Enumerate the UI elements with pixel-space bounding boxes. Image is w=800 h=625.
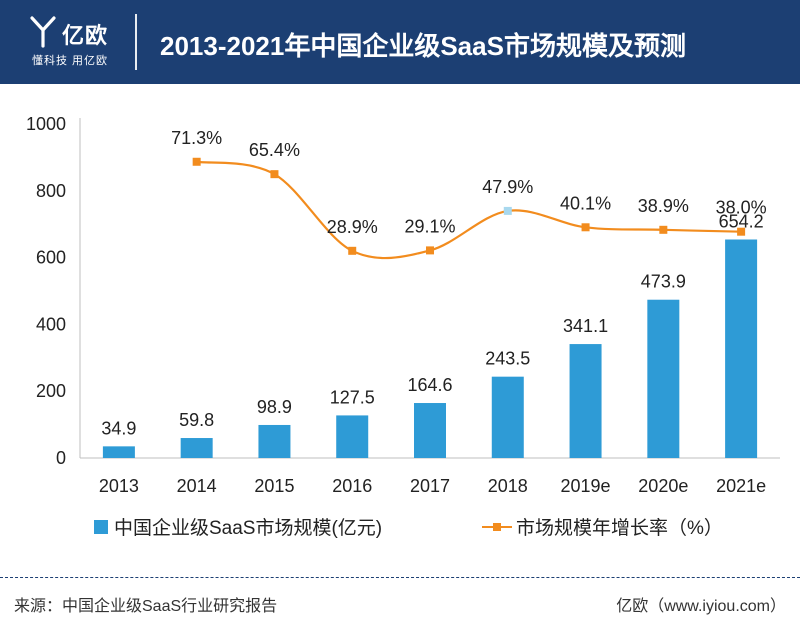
legend-item-bar: 中国企业级SaaS市场规模(亿元) bbox=[94, 513, 382, 540]
growth-marker bbox=[270, 170, 279, 179]
growth-marker bbox=[659, 225, 668, 234]
header-banner: 亿欧 懂科技 用亿欧 2013-2021年中国企业级SaaS市场规模及预测 bbox=[0, 0, 800, 84]
chart-area: 0 200 400 600 800 1000 34.9 2013 59.8 2014 98.9 201… bbox=[0, 84, 800, 564]
growth-line bbox=[196, 160, 742, 260]
growth-marker bbox=[737, 227, 746, 236]
x-tick-label: 2021e bbox=[716, 476, 766, 496]
chart-legend: 中国企业级SaaS市场规模(亿元) 市场规模年增长率（%） bbox=[94, 513, 794, 541]
footer-source: 来源：中国企业级SaaS行业研究报告 bbox=[14, 598, 278, 615]
legend-line-label: 市场规模年增长率（%） bbox=[516, 518, 723, 539]
bar bbox=[647, 299, 680, 458]
growth-marker bbox=[503, 206, 512, 215]
combo-chart: 0 200 400 600 800 1000 34.9 2013 59.8 2014 98.9 201… bbox=[26, 114, 780, 496]
y-tick-label: 200 bbox=[36, 381, 66, 401]
x-tick-label: 2015 bbox=[254, 476, 294, 496]
bar bbox=[180, 438, 213, 458]
growth-value-label: 40.1% bbox=[560, 193, 611, 213]
page-title: 2013-2021年中国企业级SaaS市场规模及预测 bbox=[160, 31, 686, 61]
x-tick-label: 2020e bbox=[638, 476, 688, 496]
legend-line-swatch bbox=[482, 520, 512, 534]
growth-value-label: 28.9% bbox=[327, 217, 378, 237]
bar bbox=[491, 376, 524, 458]
bar-value-label: 164.6 bbox=[407, 375, 452, 395]
bar bbox=[569, 344, 602, 458]
growth-marker bbox=[192, 157, 201, 166]
y-tick-label: 800 bbox=[36, 181, 66, 201]
x-tick-label: 2018 bbox=[488, 476, 528, 496]
growth-value-label: 29.1% bbox=[404, 216, 455, 236]
growth-marker bbox=[348, 246, 357, 255]
bar-value-label: 127.5 bbox=[330, 387, 375, 407]
bar-value-label: 98.9 bbox=[257, 397, 292, 417]
legend-bar-swatch bbox=[94, 519, 108, 534]
x-tick-label: 2014 bbox=[177, 476, 217, 496]
bar bbox=[414, 403, 446, 458]
bar-value-label: 473.9 bbox=[641, 272, 686, 292]
footer-divider bbox=[0, 577, 800, 578]
logo-slogan: 懂科技 用亿欧 bbox=[32, 55, 109, 67]
logo: 亿欧 懂科技 用亿欧 bbox=[18, 12, 128, 72]
growth-value-label: 47.9% bbox=[482, 177, 533, 197]
growth-marker bbox=[581, 223, 590, 232]
footer-brand: 亿欧（www.iyiou.com） bbox=[616, 598, 786, 615]
x-tick-label: 2016 bbox=[332, 476, 372, 496]
bar-value-label: 243.5 bbox=[485, 349, 530, 369]
bar bbox=[725, 239, 758, 458]
logo-mark-icon bbox=[30, 16, 56, 48]
growth-value-label: 38.9% bbox=[638, 196, 689, 216]
legend-item-line: 市场规模年增长率（%） bbox=[482, 513, 723, 540]
y-tick-label: 600 bbox=[36, 248, 66, 268]
y-tick-label: 1000 bbox=[26, 114, 66, 134]
x-tick-label: 2017 bbox=[410, 476, 450, 496]
bar-value-label: 341.1 bbox=[563, 316, 608, 336]
header-divider bbox=[135, 14, 137, 70]
legend-bar-label: 中国企业级SaaS市场规模(亿元) bbox=[114, 518, 383, 539]
y-tick-label: 0 bbox=[56, 448, 66, 468]
growth-value-label: 38.0% bbox=[716, 198, 767, 218]
y-tick-label: 400 bbox=[36, 314, 66, 334]
growth-marker bbox=[426, 246, 434, 255]
growth-value-label: 71.3% bbox=[171, 128, 222, 148]
bar-value-label: 654.2 bbox=[719, 211, 764, 231]
bar bbox=[336, 415, 369, 458]
logo-text: 亿欧 bbox=[62, 23, 109, 48]
growth-value-label: 65.4% bbox=[249, 140, 300, 160]
x-tick-label: 2013 bbox=[99, 476, 139, 496]
bar bbox=[102, 446, 135, 458]
bar-value-label: 59.8 bbox=[179, 410, 214, 430]
bar-value-label: 34.9 bbox=[101, 418, 136, 438]
x-tick-label: 2019e bbox=[561, 476, 611, 496]
bar bbox=[258, 424, 291, 458]
